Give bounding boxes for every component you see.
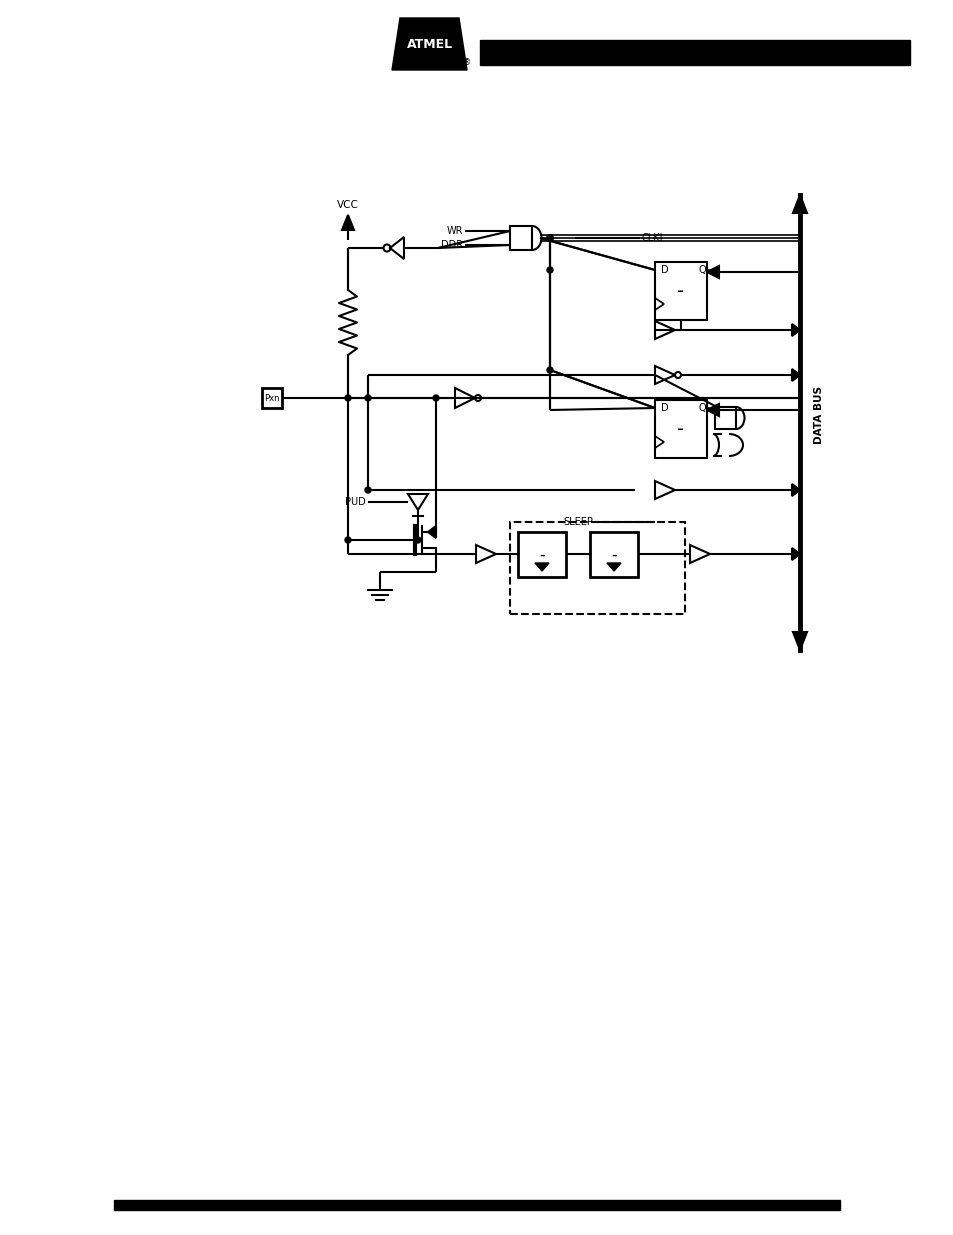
- Text: -: -: [677, 282, 684, 300]
- Text: DDR: DDR: [440, 240, 462, 249]
- Circle shape: [365, 487, 371, 493]
- Text: Pxn: Pxn: [264, 394, 279, 403]
- Polygon shape: [655, 366, 675, 384]
- Polygon shape: [706, 404, 719, 416]
- Text: Q: Q: [699, 403, 706, 412]
- Bar: [589, 532, 638, 577]
- Polygon shape: [408, 494, 428, 510]
- Text: -: -: [538, 546, 544, 563]
- Circle shape: [345, 537, 351, 543]
- Bar: [517, 532, 565, 577]
- Bar: [113, 1200, 840, 1210]
- Polygon shape: [655, 480, 675, 499]
- Circle shape: [546, 235, 553, 241]
- Bar: [262, 388, 282, 408]
- Text: D: D: [660, 403, 668, 412]
- Bar: [714, 408, 735, 429]
- Text: -: -: [611, 546, 617, 563]
- Circle shape: [546, 267, 553, 273]
- Circle shape: [365, 395, 371, 401]
- Bar: [510, 226, 532, 249]
- Text: VCC: VCC: [336, 200, 358, 210]
- Text: -: -: [677, 420, 684, 438]
- Polygon shape: [792, 195, 806, 212]
- Polygon shape: [791, 324, 800, 336]
- Circle shape: [546, 235, 553, 241]
- Polygon shape: [428, 526, 436, 538]
- Text: CLKI: CLKI: [641, 233, 662, 243]
- Text: ATMEL: ATMEL: [407, 37, 453, 51]
- Polygon shape: [791, 548, 800, 559]
- Text: ®: ®: [462, 58, 471, 68]
- Circle shape: [546, 367, 553, 373]
- Text: DATA BUS: DATA BUS: [813, 387, 823, 445]
- Text: Q: Q: [699, 266, 706, 275]
- Polygon shape: [689, 545, 709, 563]
- Polygon shape: [606, 563, 620, 571]
- Polygon shape: [535, 563, 548, 571]
- Polygon shape: [792, 632, 806, 650]
- Circle shape: [546, 235, 553, 241]
- Polygon shape: [476, 545, 496, 563]
- Text: SLEEP: SLEEP: [562, 517, 593, 527]
- Polygon shape: [390, 237, 403, 259]
- Polygon shape: [791, 369, 800, 382]
- Circle shape: [433, 395, 438, 401]
- Text: WR: WR: [446, 226, 462, 236]
- Polygon shape: [341, 215, 354, 230]
- Bar: [655, 262, 706, 320]
- Bar: [479, 40, 909, 65]
- Text: D: D: [660, 266, 668, 275]
- Text: PUD: PUD: [345, 496, 366, 508]
- Polygon shape: [655, 321, 675, 338]
- Polygon shape: [455, 388, 475, 408]
- Bar: [655, 400, 706, 458]
- Bar: [510, 522, 684, 614]
- Polygon shape: [392, 19, 467, 70]
- Polygon shape: [706, 266, 719, 278]
- Polygon shape: [791, 484, 800, 496]
- Circle shape: [415, 537, 420, 543]
- Circle shape: [345, 395, 351, 401]
